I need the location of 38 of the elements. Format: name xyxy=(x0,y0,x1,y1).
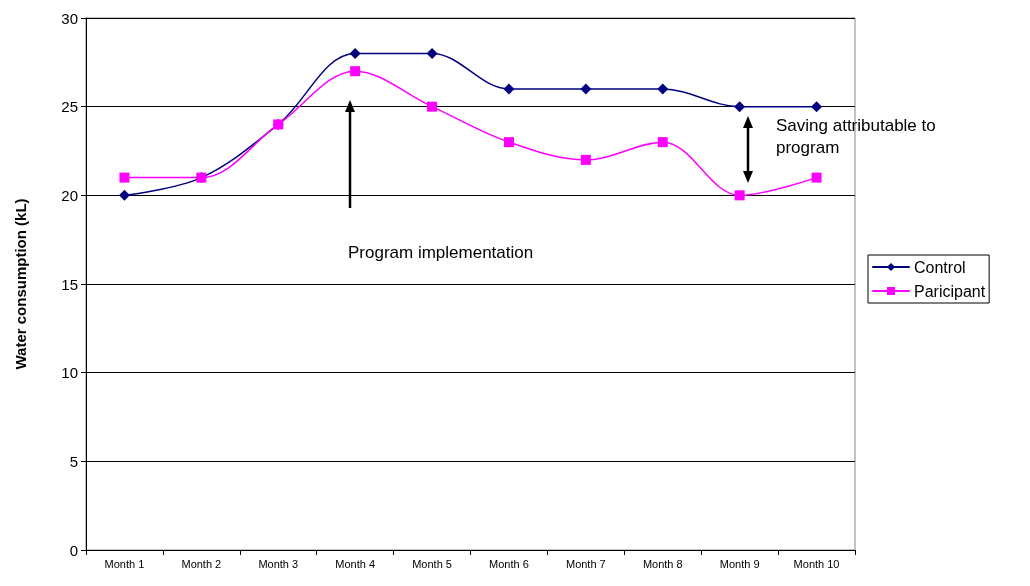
x-tick-label: Month 6 xyxy=(489,557,529,570)
annotation: Program implementation xyxy=(348,242,534,264)
point xyxy=(350,66,361,77)
y-axis-title: Water consumption (kL) xyxy=(12,198,29,370)
point xyxy=(503,137,514,148)
x-tick-label: Month 1 xyxy=(104,557,145,570)
x-tick-label: Month 8 xyxy=(642,557,683,570)
y-tick-label: 20 xyxy=(61,186,78,204)
x-tick-label: Month 5 xyxy=(412,557,452,570)
point xyxy=(119,172,130,183)
point xyxy=(427,101,438,112)
point xyxy=(811,172,822,183)
y-tick-label: 5 xyxy=(69,452,78,470)
x-tick-label: Month 7 xyxy=(565,557,606,570)
y-tick-label: 10 xyxy=(61,364,78,382)
y-tick-label: 30 xyxy=(61,9,78,27)
point xyxy=(657,83,669,95)
point xyxy=(426,47,438,59)
annotation: Saving attributable to program xyxy=(776,115,937,159)
point xyxy=(734,101,746,113)
x-tick-label: Month 9 xyxy=(719,557,760,570)
point xyxy=(503,83,515,95)
y-tick-label: 15 xyxy=(61,275,78,293)
point xyxy=(657,137,668,148)
point xyxy=(118,189,130,201)
point xyxy=(580,154,591,165)
x-tick-label: Month 10 xyxy=(793,557,840,570)
x-tick-label: Month 4 xyxy=(335,557,376,570)
x-tick-label: Month 3 xyxy=(258,557,299,570)
y-tick-label: 0 xyxy=(69,541,78,559)
point xyxy=(349,47,361,59)
point xyxy=(811,101,823,113)
point xyxy=(580,83,592,95)
point xyxy=(734,190,745,201)
x-tick-label: Month 2 xyxy=(181,557,222,570)
legend-label: Paricipant xyxy=(914,282,986,300)
legend-label: Control xyxy=(914,258,966,276)
y-tick-label: 25 xyxy=(61,98,78,116)
